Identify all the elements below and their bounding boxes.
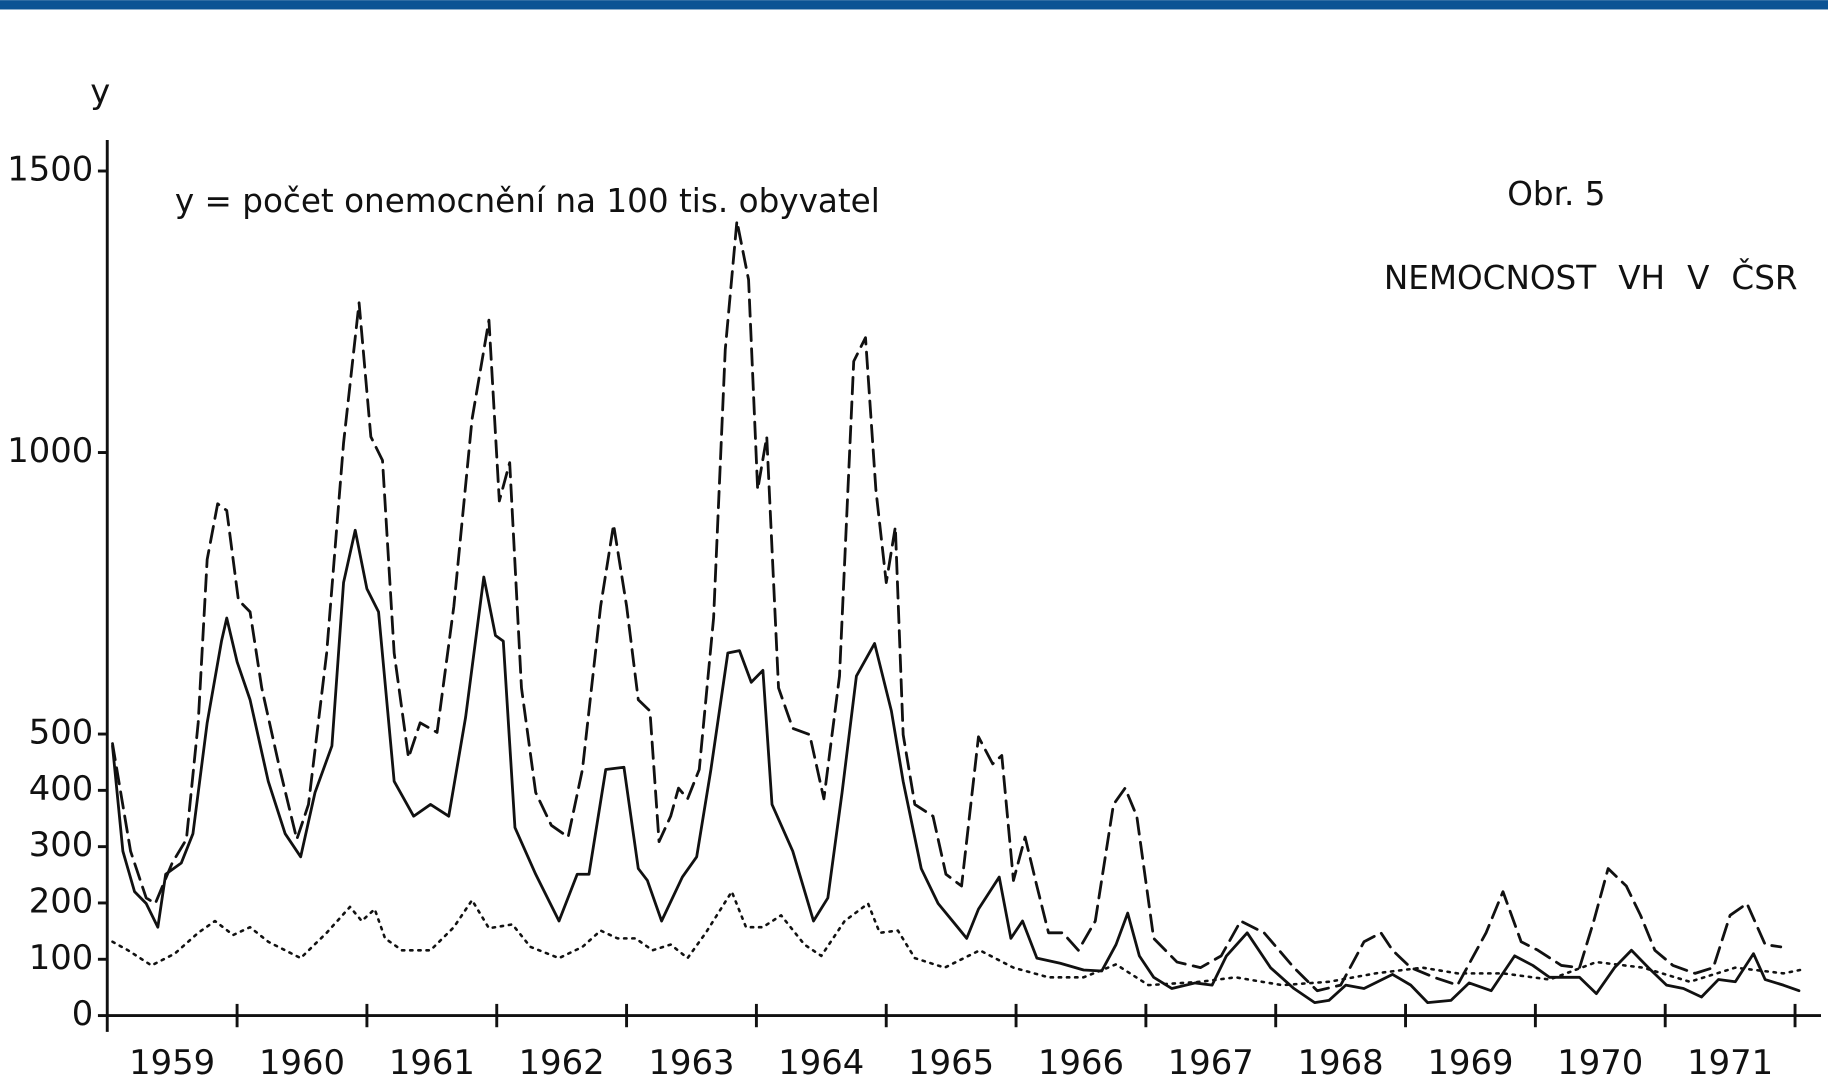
y-tick-label: 1000 <box>7 431 93 470</box>
y-tick-label: 0 <box>72 994 94 1033</box>
y-tick-label: 200 <box>29 881 94 920</box>
x-tick-label: 1960 <box>259 1043 345 1081</box>
series-line <box>111 528 1801 1005</box>
x-tick-label: 1970 <box>1557 1043 1643 1081</box>
y-tick-label: 500 <box>29 713 94 752</box>
x-tick-label: 1959 <box>129 1043 215 1081</box>
x-tick-label: 1967 <box>1168 1043 1254 1081</box>
x-tick-label: 1962 <box>519 1043 605 1081</box>
y-axis-label: y <box>90 72 110 111</box>
x-tick-label: 1965 <box>908 1043 994 1081</box>
x-tick-label: 1969 <box>1427 1043 1513 1081</box>
y-tick-label: 100 <box>29 938 94 977</box>
x-tick-label: 1971 <box>1687 1043 1773 1081</box>
top-bar <box>0 0 1828 10</box>
figure-label: Obr. 5 <box>1507 175 1605 213</box>
chart-title: NEMOCNOST VH V ČSR <box>1384 258 1798 297</box>
x-tick-label: 1961 <box>389 1043 475 1081</box>
y-tick-label: 300 <box>29 825 94 864</box>
x-tick-label: 1963 <box>648 1043 734 1081</box>
y-tick-label: 400 <box>29 769 94 808</box>
series-line <box>111 890 1802 987</box>
y-tick-label: 1500 <box>7 150 93 189</box>
x-tick-label: 1966 <box>1038 1043 1124 1081</box>
series-line <box>111 219 1783 993</box>
annotation: y = počet onemocnění na 100 tis. obyvate… <box>175 182 880 220</box>
x-tick-label: 1964 <box>778 1043 864 1081</box>
x-tick-label: 1968 <box>1298 1043 1384 1081</box>
